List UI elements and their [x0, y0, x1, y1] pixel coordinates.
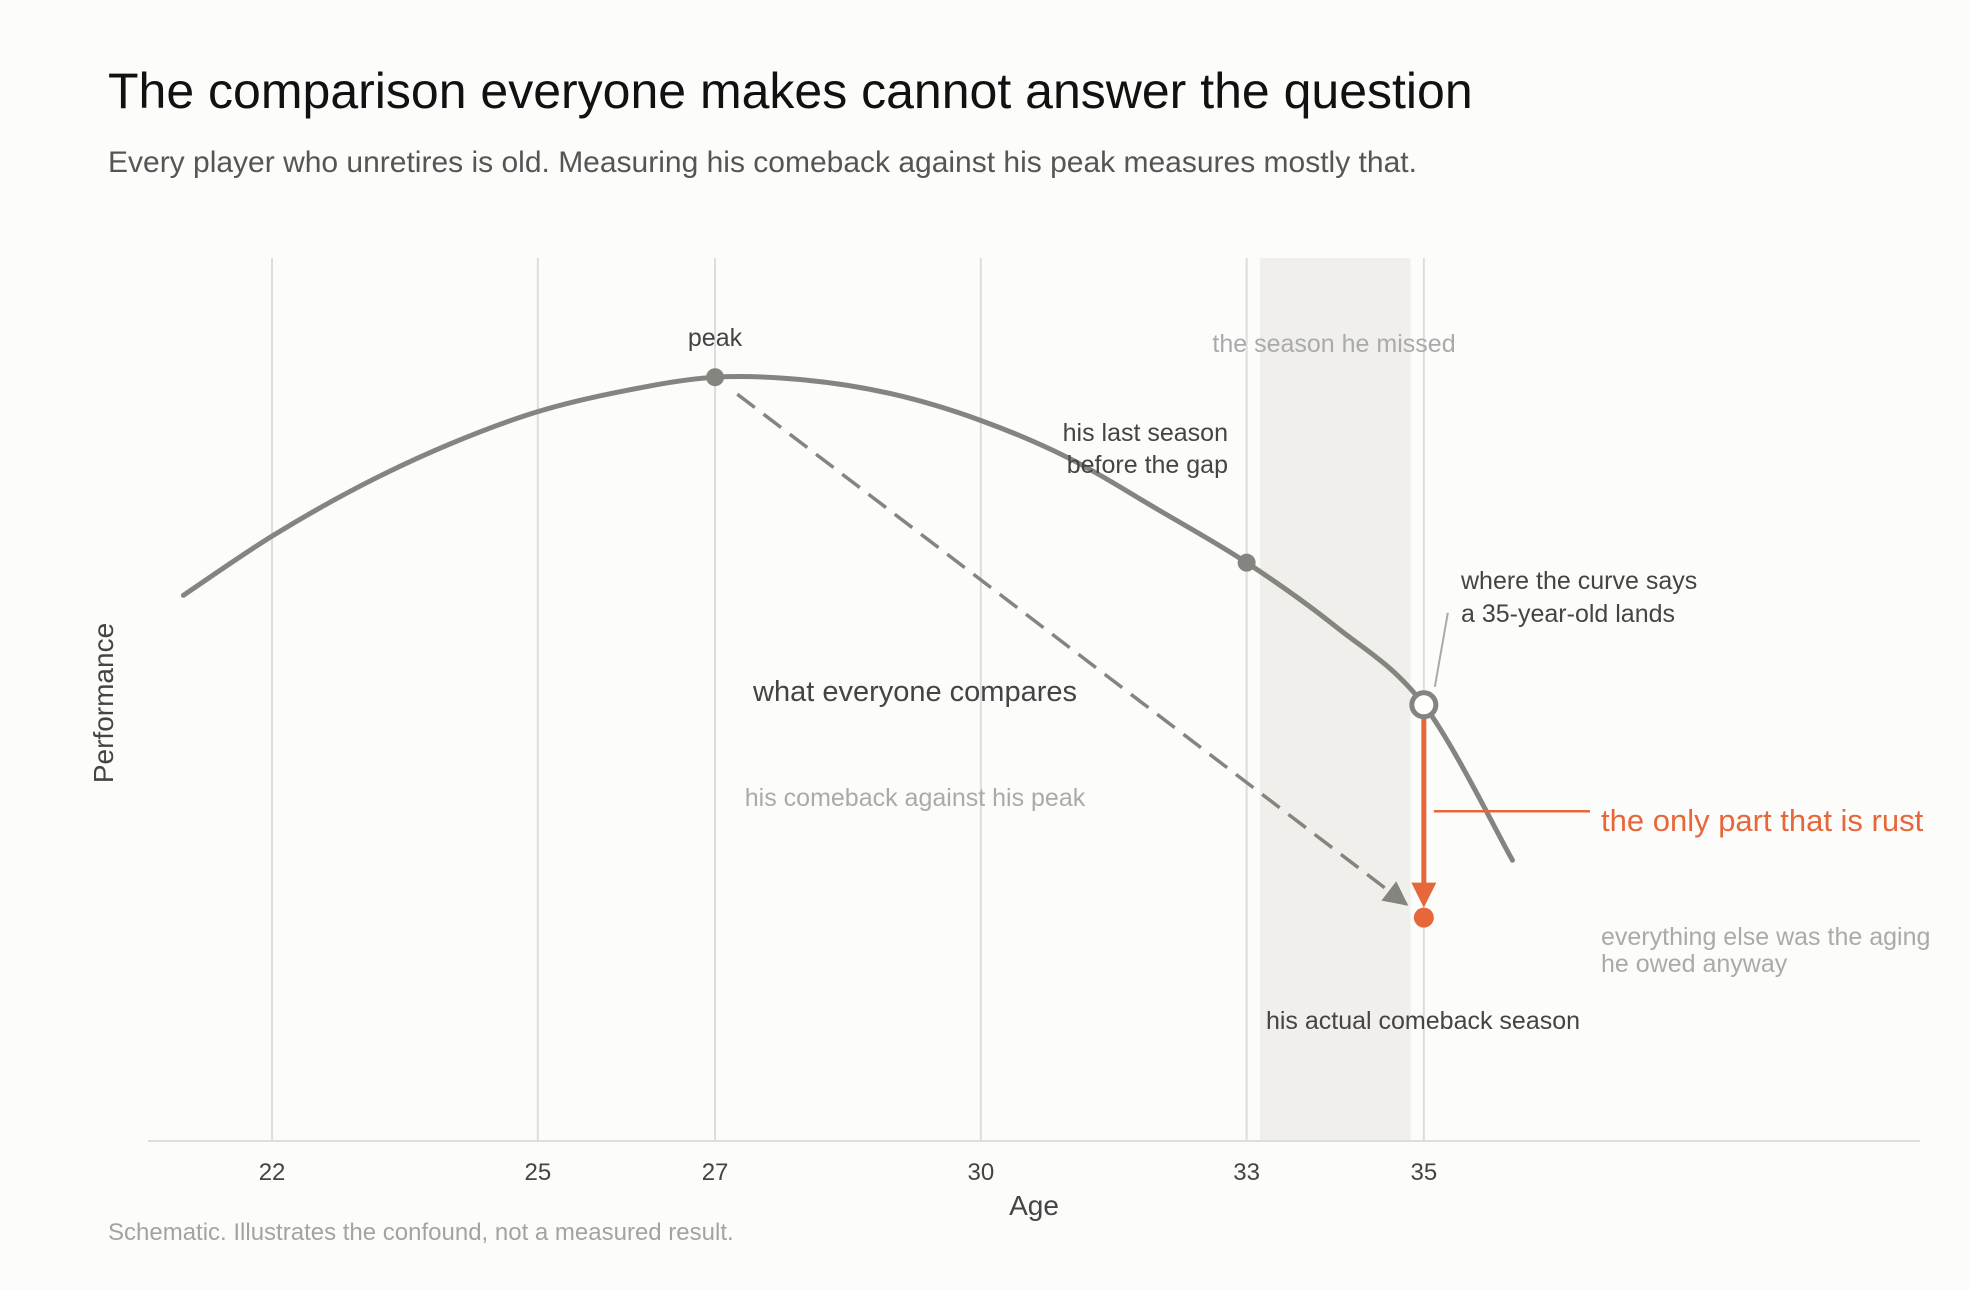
- season-missed-band: [1259, 258, 1411, 1141]
- peak-label: peak: [688, 324, 743, 352]
- x-tick-label: 22: [259, 1159, 286, 1186]
- x-tick-labels: 22 25 27 30 33 35: [259, 1159, 1438, 1186]
- x-axis-label: Age: [1009, 1190, 1059, 1221]
- peak-point: [706, 368, 725, 387]
- x-tick-label: 30: [967, 1159, 994, 1186]
- expected-leader-line: [1433, 612, 1449, 687]
- expected-label-line1: where the curve says: [1460, 567, 1697, 595]
- expected-label-line2: a 35-year-old lands: [1461, 600, 1675, 628]
- season-missed-label: the season he missed: [1212, 330, 1455, 358]
- y-axis-label: Performance: [88, 623, 119, 783]
- compare-sub-label: his comeback against his peak: [745, 784, 1086, 812]
- x-tick-label: 35: [1410, 1159, 1437, 1186]
- last-season-point: [1237, 553, 1256, 572]
- rust-label: the only part that is rust: [1601, 803, 1924, 838]
- chart-title: The comparison everyone makes cannot ans…: [108, 63, 1473, 119]
- aging-label-line2: he owed anyway: [1601, 950, 1788, 978]
- compare-main-label: what everyone compares: [752, 676, 1077, 708]
- footnote: Schematic. Illustrates the confound, not…: [108, 1219, 734, 1246]
- expected-point: [1409, 690, 1439, 720]
- comparison-arrow: [736, 392, 1409, 906]
- last-season-label-line1: his last season: [1063, 419, 1228, 447]
- x-tick-label: 33: [1233, 1159, 1260, 1186]
- chart-subtitle: Every player who unretires is old. Measu…: [108, 146, 1417, 179]
- x-tick-label: 27: [702, 1159, 729, 1186]
- actual-label: his actual comeback season: [1266, 1007, 1580, 1035]
- last-season-label-line2: before the gap: [1067, 451, 1228, 479]
- x-tick-label: 25: [524, 1159, 551, 1186]
- aging-curve: [180, 373, 1515, 863]
- actual-comeback-point: [1413, 907, 1434, 928]
- aging-label-line1: everything else was the aging: [1601, 923, 1930, 951]
